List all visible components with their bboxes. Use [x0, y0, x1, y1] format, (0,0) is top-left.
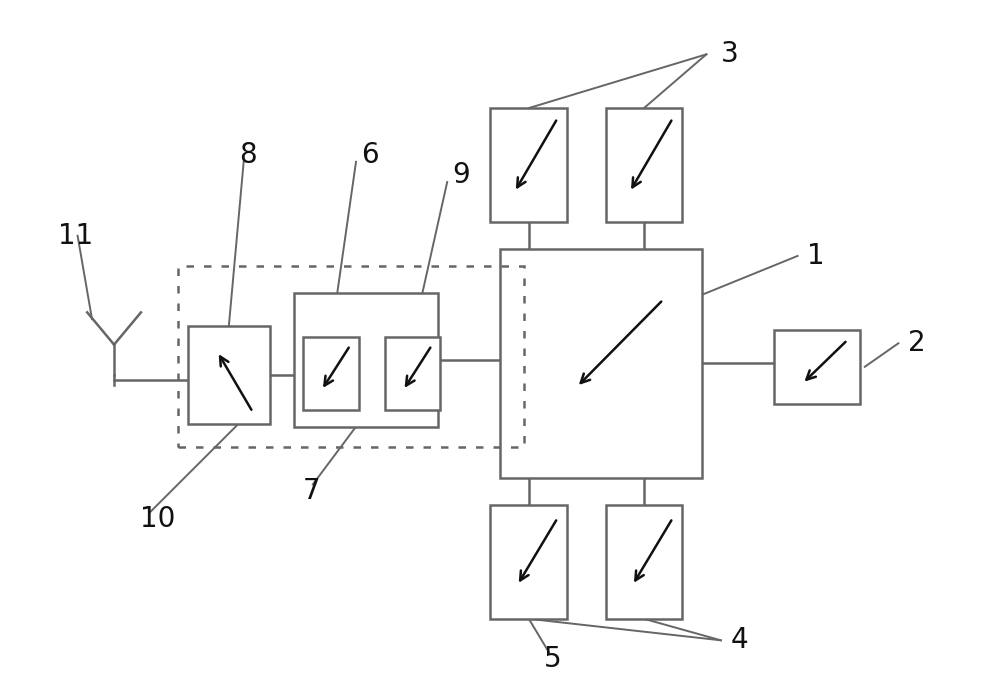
Bar [303, 337, 359, 410]
Bar [490, 108, 567, 223]
Bar [385, 337, 440, 410]
Bar [178, 266, 524, 447]
Text: 6: 6 [361, 141, 378, 169]
Bar [294, 293, 438, 427]
Bar [774, 330, 860, 404]
Text: 7: 7 [303, 477, 321, 505]
Text: 9: 9 [452, 161, 470, 189]
Bar [606, 505, 682, 619]
Bar [606, 108, 682, 223]
Text: 11: 11 [58, 222, 94, 250]
Text: 1: 1 [807, 242, 825, 270]
Bar [500, 249, 702, 477]
Text: 10: 10 [140, 505, 175, 533]
Text: 5: 5 [544, 645, 562, 673]
Bar [188, 326, 270, 424]
Text: 3: 3 [721, 41, 739, 69]
Bar [490, 505, 567, 619]
Text: 4: 4 [730, 626, 748, 654]
Text: 8: 8 [239, 141, 257, 169]
Text: 2: 2 [908, 329, 926, 357]
